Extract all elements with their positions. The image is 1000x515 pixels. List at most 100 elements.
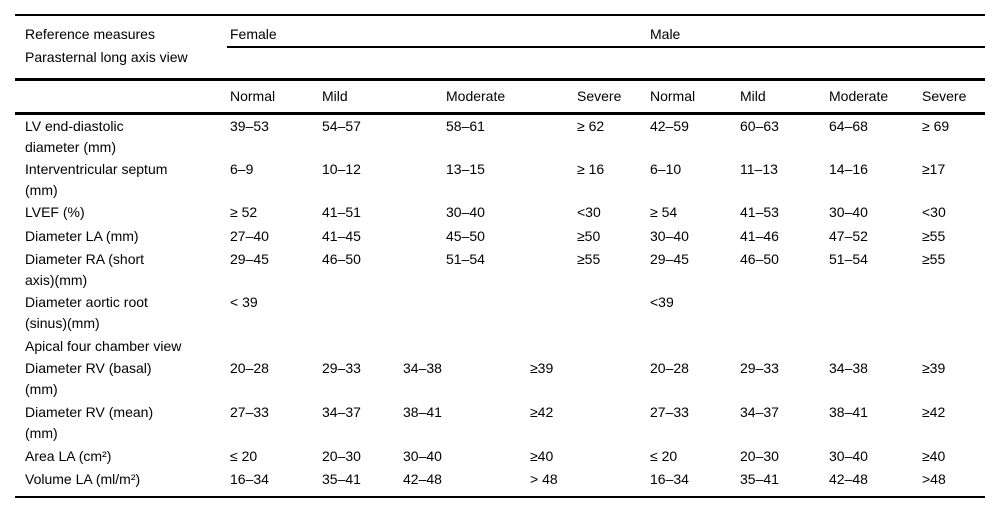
value-cell: 14–16 xyxy=(829,161,868,177)
value-cell: > 48 xyxy=(530,471,558,487)
table-row: LV end-diastolic diameter (mm) 39–53 54–… xyxy=(0,116,1000,159)
value-cell: 39–53 xyxy=(230,118,269,134)
row-label: Diameter RA (short axis)(mm) xyxy=(25,249,230,291)
section-label-parasternal: Parasternal long axis view xyxy=(25,49,188,65)
column-header: Normal xyxy=(650,88,696,104)
value-cell: ≥55 xyxy=(922,251,946,267)
value-cell: 38–41 xyxy=(403,404,442,420)
value-cell: ≥55 xyxy=(577,251,601,267)
section-header-row: Apical four chamber view xyxy=(0,336,1000,358)
column-header: Mild xyxy=(322,88,348,104)
value-cell: 29–45 xyxy=(650,251,689,267)
column-header: Moderate xyxy=(829,88,889,104)
row-label: LV end-diastolic diameter (mm) xyxy=(25,116,230,158)
column-group-male: Male xyxy=(650,26,681,42)
value-cell: 29–33 xyxy=(740,360,779,376)
row-label-line: Interventricular septum xyxy=(25,161,168,177)
table-row: Interventricular septum (mm) 6–9 10–12 1… xyxy=(0,159,1000,202)
row-label-line: LV end-diastolic xyxy=(25,118,124,134)
value-cell: 42–48 xyxy=(403,471,442,487)
column-header: Mild xyxy=(740,88,766,104)
value-cell: 27–40 xyxy=(230,228,269,244)
row-label-line: Volume LA (ml/m²) xyxy=(25,471,141,487)
table-row: Diameter RV (basal) (mm) 20–28 29–33 34–… xyxy=(0,358,1000,402)
row-label: Volume LA (ml/m²) xyxy=(25,469,230,490)
table-row: Volume LA (ml/m²) 16–34 35–41 42–48 > 48… xyxy=(0,469,1000,494)
table-title: Reference measures xyxy=(25,26,155,42)
row-label-line: Diameter RV (basal) xyxy=(25,360,152,376)
group-header-rule xyxy=(227,46,985,48)
value-cell: 41–46 xyxy=(740,228,779,244)
value-cell: <30 xyxy=(922,204,946,220)
value-cell: 11–13 xyxy=(740,161,778,177)
table-row: LVEF (%) ≥ 52 41–51 30–40 <30 ≥ 54 41–53… xyxy=(0,202,1000,226)
section-label-apical: Apical four chamber view xyxy=(25,338,182,354)
row-label: LVEF (%) xyxy=(25,202,230,223)
row-label-line: Diameter aortic root xyxy=(25,294,148,310)
value-cell: 20–30 xyxy=(740,448,779,464)
value-cell: 41–51 xyxy=(322,204,361,220)
value-cell: 6–10 xyxy=(650,161,682,177)
value-cell: 30–40 xyxy=(829,448,868,464)
value-cell: 64–68 xyxy=(829,118,868,134)
value-cell: 20–30 xyxy=(322,448,361,464)
column-header: Normal xyxy=(230,88,276,104)
row-label-line: Diameter RV (mean) xyxy=(25,404,154,420)
value-cell: ≥39 xyxy=(922,360,946,376)
value-cell: 45–50 xyxy=(446,228,485,244)
value-cell: 34–37 xyxy=(740,404,779,420)
value-cell: 16–34 xyxy=(650,471,689,487)
value-cell: 34–37 xyxy=(322,404,361,420)
table-row: Diameter LA (mm) 27–40 41–45 45–50 ≥50 3… xyxy=(0,226,1000,249)
value-cell: 60–63 xyxy=(740,118,779,134)
value-cell: 27–33 xyxy=(650,404,689,420)
value-cell: <39 xyxy=(650,294,674,310)
value-cell: ≤ 20 xyxy=(230,448,258,464)
value-cell: ≥50 xyxy=(577,228,601,244)
row-label: Diameter LA (mm) xyxy=(25,226,230,247)
value-cell: 20–28 xyxy=(650,360,689,376)
value-cell: 30–40 xyxy=(829,204,868,220)
table-bottom-rule xyxy=(15,496,985,498)
column-header: Severe xyxy=(922,88,967,104)
row-label-line: Area LA (cm²) xyxy=(25,448,112,464)
row-label: Area LA (cm²) xyxy=(25,446,230,467)
row-label-line: diameter (mm) xyxy=(25,139,117,155)
value-cell: 27–33 xyxy=(230,404,269,420)
value-cell: < 39 xyxy=(230,294,258,310)
value-cell: ≥ 69 xyxy=(922,118,950,134)
value-cell: 34–38 xyxy=(403,360,442,376)
value-cell: 54–57 xyxy=(322,118,361,134)
table-row: Area LA (cm²) ≤ 20 20–30 30–40 ≥40 ≤ 20 … xyxy=(0,446,1000,469)
value-cell: 35–41 xyxy=(322,471,361,487)
value-cell: 51–54 xyxy=(829,251,868,267)
row-label-line: (mm) xyxy=(25,182,58,198)
table-row: Diameter RA (short axis)(mm) 29–45 46–50… xyxy=(0,249,1000,292)
value-cell: ≥39 xyxy=(530,360,554,376)
value-cell: ≥42 xyxy=(922,404,946,420)
value-cell: 51–54 xyxy=(446,251,485,267)
value-cell: 46–50 xyxy=(322,251,361,267)
value-cell: ≥ 54 xyxy=(650,204,678,220)
value-cell: 13–15 xyxy=(446,161,485,177)
column-header-rule xyxy=(15,112,985,115)
column-header: Moderate xyxy=(446,88,506,104)
row-label: Interventricular septum (mm) xyxy=(25,159,230,201)
value-cell: >48 xyxy=(922,471,946,487)
value-cell: 41–45 xyxy=(322,228,361,244)
row-label-line: LVEF (%) xyxy=(25,204,85,220)
value-cell: 46–50 xyxy=(740,251,779,267)
row-label-line: Diameter LA (mm) xyxy=(25,228,139,244)
row-label: Diameter RV (basal) (mm) xyxy=(25,358,230,400)
row-label: Diameter RV (mean) (mm) xyxy=(25,402,230,444)
header-divider-rule xyxy=(15,78,985,81)
value-cell: 30–40 xyxy=(650,228,689,244)
value-cell: 38–41 xyxy=(829,404,868,420)
column-group-female: Female xyxy=(230,26,277,42)
row-label: Diameter aortic root (sinus)(mm) xyxy=(25,292,230,334)
value-cell: 34–38 xyxy=(829,360,868,376)
row-label-line: (sinus)(mm) xyxy=(25,315,100,331)
value-cell: ≥40 xyxy=(922,448,946,464)
row-label-line: (mm) xyxy=(25,425,58,441)
